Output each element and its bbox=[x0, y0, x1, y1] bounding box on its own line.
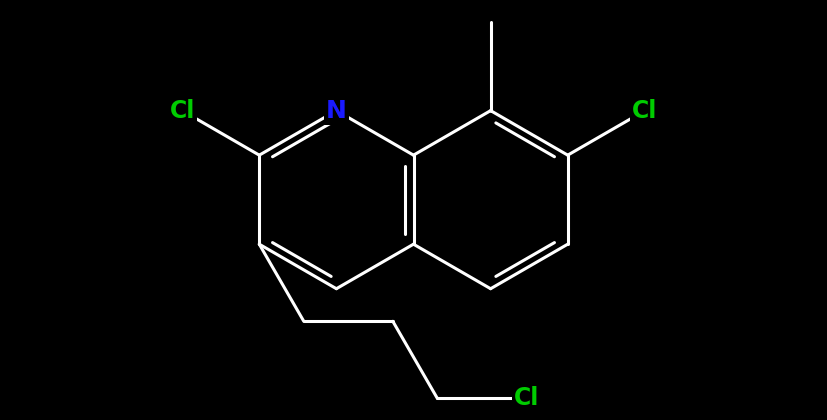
Text: N: N bbox=[326, 99, 347, 123]
Text: Cl: Cl bbox=[632, 99, 657, 123]
Text: Cl: Cl bbox=[170, 99, 195, 123]
Text: Cl: Cl bbox=[514, 386, 539, 410]
